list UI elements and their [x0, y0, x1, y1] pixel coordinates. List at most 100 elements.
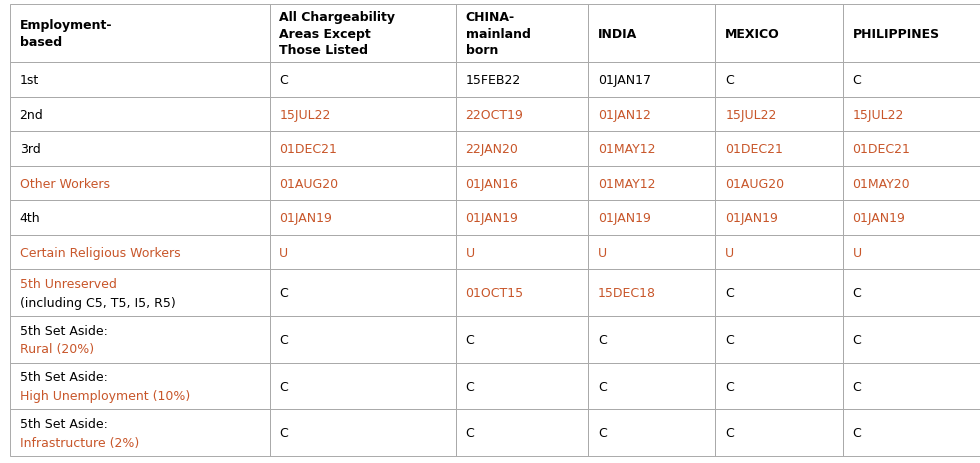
Bar	[270, 132, 456, 167]
Text: Employment-
based: Employment- based	[20, 19, 112, 49]
Text: 01DEC21: 01DEC21	[853, 143, 910, 156]
Bar	[843, 270, 980, 316]
Text: C: C	[466, 333, 474, 346]
Text: 01AUG20: 01AUG20	[725, 177, 784, 190]
Text: CHINA-
mainland
born: CHINA- mainland born	[466, 11, 530, 57]
Bar	[10, 201, 270, 235]
Bar	[456, 167, 588, 201]
Bar	[715, 132, 843, 167]
Text: C: C	[853, 74, 861, 87]
Text: 01MAY12: 01MAY12	[598, 177, 656, 190]
Bar	[10, 98, 270, 132]
Text: C: C	[466, 426, 474, 439]
Bar	[588, 132, 715, 167]
Text: Rural (20%): Rural (20%)	[20, 343, 94, 356]
Text: C: C	[725, 287, 734, 300]
Text: 5th Set Aside:: 5th Set Aside:	[20, 324, 108, 337]
Bar	[588, 98, 715, 132]
Text: 01JAN19: 01JAN19	[853, 212, 906, 225]
Bar	[588, 316, 715, 363]
Text: C: C	[279, 287, 288, 300]
Text: 01OCT15: 01OCT15	[466, 287, 523, 300]
Bar	[843, 98, 980, 132]
Text: 4th: 4th	[20, 212, 40, 225]
Bar	[588, 270, 715, 316]
Bar	[10, 270, 270, 316]
Bar	[10, 409, 270, 456]
Text: U: U	[853, 246, 861, 259]
Text: C: C	[853, 426, 861, 439]
Text: MEXICO: MEXICO	[725, 27, 780, 40]
Text: 01JAN16: 01JAN16	[466, 177, 518, 190]
Text: 01JAN12: 01JAN12	[598, 108, 651, 121]
Bar	[270, 316, 456, 363]
Bar	[843, 5, 980, 63]
Bar	[715, 316, 843, 363]
Bar	[456, 132, 588, 167]
Text: Infrastructure (2%): Infrastructure (2%)	[20, 436, 139, 449]
Bar	[588, 201, 715, 235]
Text: 5th Set Aside:: 5th Set Aside:	[20, 370, 108, 383]
Bar	[10, 63, 270, 98]
Bar	[843, 316, 980, 363]
Text: C: C	[466, 380, 474, 393]
Text: 1st: 1st	[20, 74, 39, 87]
Bar	[715, 5, 843, 63]
Text: C: C	[279, 426, 288, 439]
Text: C: C	[853, 287, 861, 300]
Bar	[10, 167, 270, 201]
Bar	[10, 316, 270, 363]
Text: C: C	[598, 333, 607, 346]
Bar	[270, 5, 456, 63]
Text: C: C	[853, 333, 861, 346]
Text: 01AUG20: 01AUG20	[279, 177, 338, 190]
Text: U: U	[279, 246, 288, 259]
Bar	[270, 235, 456, 270]
Text: C: C	[279, 380, 288, 393]
Bar	[10, 363, 270, 409]
Bar	[456, 98, 588, 132]
Text: 01MAY20: 01MAY20	[853, 177, 910, 190]
Bar	[456, 363, 588, 409]
Bar	[270, 63, 456, 98]
Bar	[588, 235, 715, 270]
Text: Certain Religious Workers: Certain Religious Workers	[20, 246, 180, 259]
Bar	[270, 98, 456, 132]
Text: C: C	[598, 380, 607, 393]
Text: 01JAN17: 01JAN17	[598, 74, 651, 87]
Text: C: C	[725, 426, 734, 439]
Bar	[715, 363, 843, 409]
Bar	[456, 316, 588, 363]
Bar	[10, 5, 270, 63]
Text: (including C5, T5, I5, R5): (including C5, T5, I5, R5)	[20, 296, 175, 309]
Text: 01JAN19: 01JAN19	[466, 212, 518, 225]
Bar	[715, 98, 843, 132]
Text: 15JUL22: 15JUL22	[279, 108, 330, 121]
Text: High Unemployment (10%): High Unemployment (10%)	[20, 389, 190, 402]
Text: 3rd: 3rd	[20, 143, 40, 156]
Bar	[270, 201, 456, 235]
Bar	[588, 167, 715, 201]
Text: C: C	[598, 426, 607, 439]
Text: U: U	[725, 246, 734, 259]
Text: 15JUL22: 15JUL22	[853, 108, 904, 121]
Bar	[456, 235, 588, 270]
Bar	[588, 363, 715, 409]
Text: 01DEC21: 01DEC21	[279, 143, 337, 156]
Bar	[10, 132, 270, 167]
Text: C: C	[725, 333, 734, 346]
Text: 5th Set Aside:: 5th Set Aside:	[20, 417, 108, 430]
Text: C: C	[725, 380, 734, 393]
Text: PHILIPPINES: PHILIPPINES	[853, 27, 940, 40]
Bar	[715, 201, 843, 235]
Text: C: C	[725, 74, 734, 87]
Text: 15DEC18: 15DEC18	[598, 287, 656, 300]
Bar	[456, 409, 588, 456]
Bar	[715, 270, 843, 316]
Text: 22OCT19: 22OCT19	[466, 108, 523, 121]
Bar	[843, 167, 980, 201]
Text: 5th Unreserved: 5th Unreserved	[20, 277, 117, 290]
Text: C: C	[279, 333, 288, 346]
Bar	[270, 270, 456, 316]
Bar	[456, 270, 588, 316]
